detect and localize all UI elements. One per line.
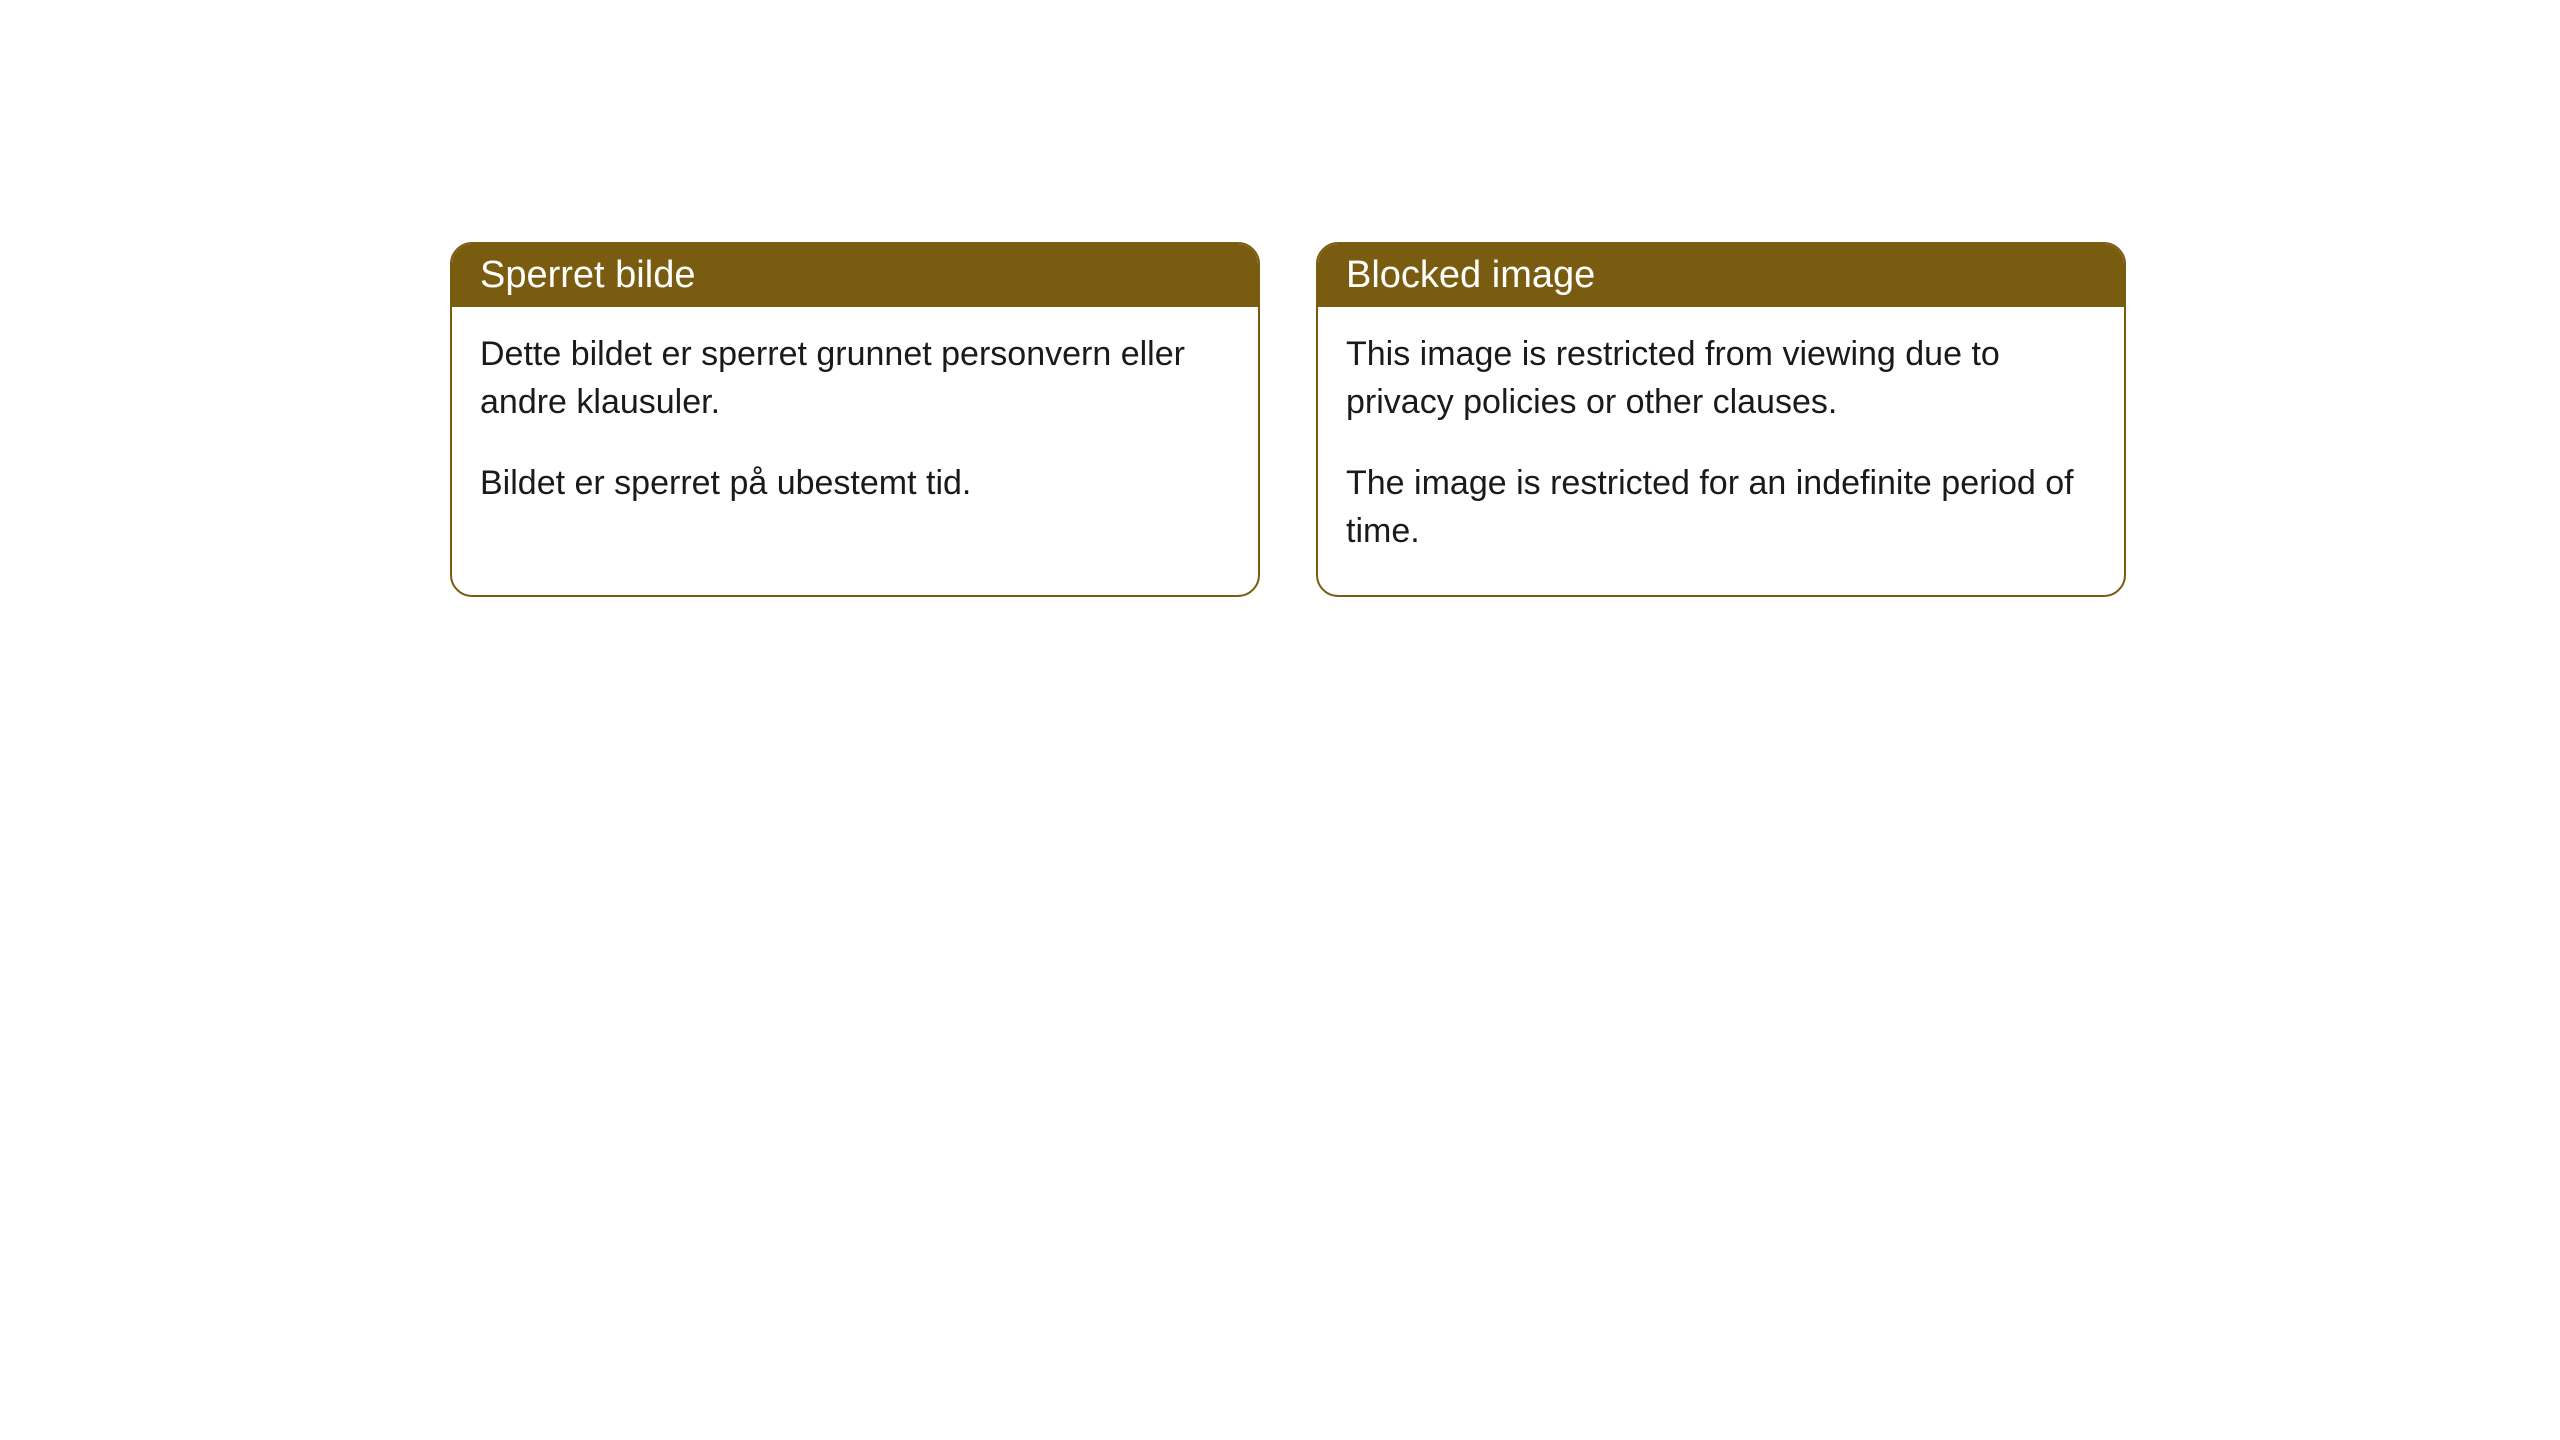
notice-container: Sperret bilde Dette bildet er sperret gr…: [450, 242, 2126, 597]
card-paragraph: Dette bildet er sperret grunnet personve…: [480, 331, 1230, 426]
card-header: Sperret bilde: [452, 244, 1258, 307]
card-title: Sperret bilde: [480, 254, 695, 296]
card-body: Dette bildet er sperret grunnet personve…: [452, 307, 1258, 548]
card-body: This image is restricted from viewing du…: [1318, 307, 2124, 595]
card-paragraph: This image is restricted from viewing du…: [1346, 331, 2096, 426]
notice-card-english: Blocked image This image is restricted f…: [1316, 242, 2126, 597]
notice-card-norwegian: Sperret bilde Dette bildet er sperret gr…: [450, 242, 1260, 597]
card-paragraph: Bildet er sperret på ubestemt tid.: [480, 460, 1230, 508]
card-header: Blocked image: [1318, 244, 2124, 307]
card-title: Blocked image: [1346, 254, 1595, 296]
card-paragraph: The image is restricted for an indefinit…: [1346, 460, 2096, 555]
